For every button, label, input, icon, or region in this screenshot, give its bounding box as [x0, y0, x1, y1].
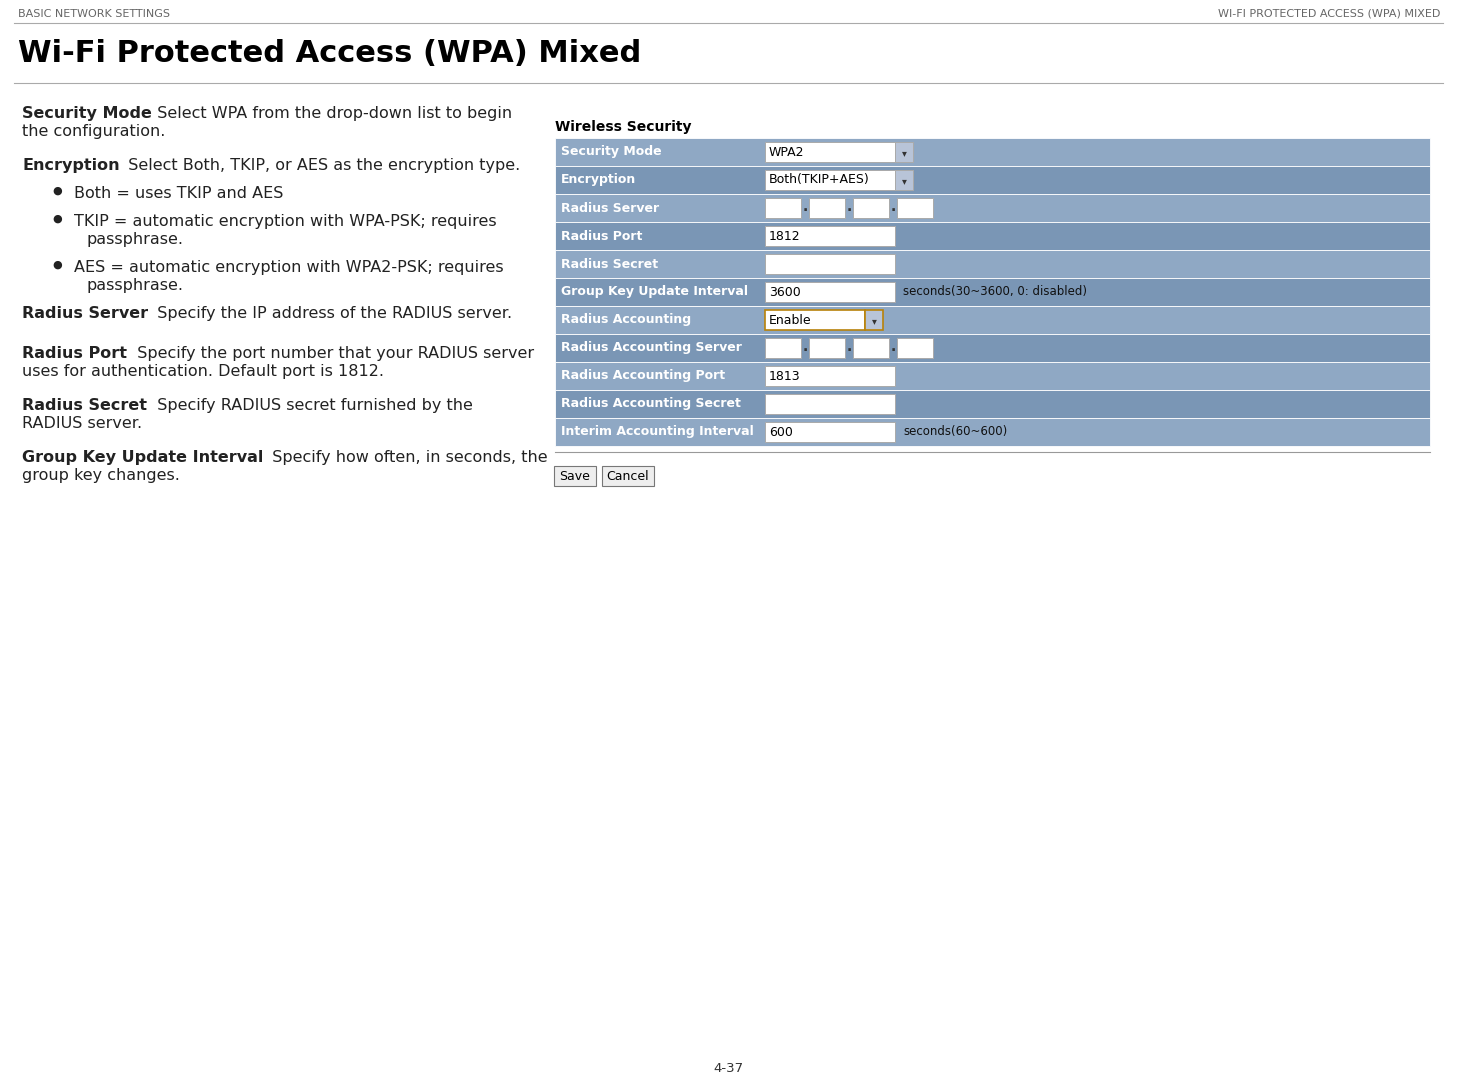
- Bar: [555, 221, 1429, 250]
- Text: Wi-Fi Protected Access (WPA) Mixed: Wi-Fi Protected Access (WPA) Mixed: [17, 39, 641, 68]
- Text: ▾: ▾: [902, 148, 906, 158]
- Text: seconds(60~600): seconds(60~600): [903, 425, 1007, 439]
- Bar: [765, 365, 895, 386]
- Bar: [852, 338, 889, 358]
- Bar: [765, 197, 801, 218]
- Text: Specify RADIUS secret furnished by the: Specify RADIUS secret furnished by the: [147, 398, 472, 413]
- Bar: [555, 250, 1429, 278]
- FancyBboxPatch shape: [602, 466, 654, 485]
- Text: Encryption: Encryption: [561, 173, 637, 187]
- Text: seconds(30~3600, 0: disabled): seconds(30~3600, 0: disabled): [903, 286, 1087, 299]
- Bar: [765, 338, 801, 358]
- Bar: [555, 194, 1429, 221]
- Bar: [865, 310, 883, 329]
- Text: 600: 600: [769, 425, 793, 439]
- Bar: [765, 170, 895, 190]
- Text: Group Key Update Interval: Group Key Update Interval: [22, 449, 264, 465]
- Text: ●: ●: [52, 185, 61, 196]
- Text: Radius Accounting Port: Radius Accounting Port: [561, 370, 726, 383]
- Bar: [765, 310, 865, 329]
- Text: WI-FI PROTECTED ACCESS (WPA) MIXED: WI-FI PROTECTED ACCESS (WPA) MIXED: [1218, 9, 1440, 19]
- FancyBboxPatch shape: [554, 466, 596, 485]
- Bar: [765, 142, 895, 161]
- Text: ▾: ▾: [871, 316, 877, 326]
- Text: Radius Port: Radius Port: [561, 229, 643, 242]
- Text: the configuration.: the configuration.: [22, 124, 166, 139]
- Text: Wireless Security: Wireless Security: [555, 120, 692, 134]
- Text: RADIUS server.: RADIUS server.: [22, 416, 143, 431]
- Bar: [895, 170, 914, 190]
- Text: Interim Accounting Interval: Interim Accounting Interval: [561, 425, 753, 439]
- Text: Radius Port: Radius Port: [22, 346, 127, 361]
- Bar: [765, 226, 895, 245]
- Bar: [898, 197, 932, 218]
- Text: Enable: Enable: [769, 313, 812, 326]
- Text: Radius Secret: Radius Secret: [561, 257, 659, 271]
- Bar: [852, 197, 889, 218]
- Text: Specify how often, in seconds, the: Specify how often, in seconds, the: [262, 449, 548, 465]
- Text: passphrase.: passphrase.: [86, 232, 184, 247]
- Text: .: .: [847, 340, 852, 353]
- Bar: [809, 338, 845, 358]
- Text: uses for authentication. Default port is 1812.: uses for authentication. Default port is…: [22, 364, 385, 379]
- Text: Encryption: Encryption: [22, 158, 119, 173]
- Text: BASIC NETWORK SETTINGS: BASIC NETWORK SETTINGS: [17, 9, 170, 19]
- Text: 3600: 3600: [769, 286, 801, 299]
- Bar: [765, 394, 895, 413]
- Bar: [895, 142, 914, 161]
- Text: .: .: [892, 200, 896, 214]
- Text: ▾: ▾: [902, 176, 906, 185]
- Bar: [765, 281, 895, 302]
- Text: 1813: 1813: [769, 370, 801, 383]
- Bar: [555, 418, 1429, 446]
- Text: Radius Server: Radius Server: [561, 202, 659, 215]
- Text: Specify the port number that your RADIUS server: Specify the port number that your RADIUS…: [127, 346, 535, 361]
- Text: Radius Accounting Server: Radius Accounting Server: [561, 341, 742, 355]
- Text: ●: ●: [52, 260, 61, 269]
- Bar: [555, 362, 1429, 389]
- Text: Group Key Update Interval: Group Key Update Interval: [561, 286, 747, 299]
- Text: .: .: [803, 200, 809, 214]
- Bar: [898, 338, 932, 358]
- Text: TKIP = automatic encryption with WPA-PSK; requires: TKIP = automatic encryption with WPA-PSK…: [74, 214, 497, 229]
- Text: Security Mode: Security Mode: [561, 145, 661, 158]
- Text: Both = uses TKIP and AES: Both = uses TKIP and AES: [74, 185, 283, 201]
- Text: Radius Accounting Secret: Radius Accounting Secret: [561, 397, 740, 410]
- Text: ●: ●: [52, 214, 61, 224]
- Text: .: .: [803, 340, 809, 353]
- Text: Cancel: Cancel: [606, 469, 650, 482]
- Bar: [555, 166, 1429, 194]
- Text: AES = automatic encryption with WPA2-PSK; requires: AES = automatic encryption with WPA2-PSK…: [74, 260, 504, 275]
- Text: group key changes.: group key changes.: [22, 468, 179, 483]
- Bar: [555, 305, 1429, 334]
- Text: Select WPA from the drop-down list to begin: Select WPA from the drop-down list to be…: [147, 106, 511, 121]
- Bar: [555, 334, 1429, 362]
- Text: Both(TKIP+AES): Both(TKIP+AES): [769, 173, 870, 187]
- Text: Select Both, TKIP, or AES as the encryption type.: Select Both, TKIP, or AES as the encrypt…: [118, 158, 520, 173]
- Text: Security Mode: Security Mode: [22, 106, 152, 121]
- Bar: [555, 137, 1429, 166]
- Text: .: .: [847, 200, 852, 214]
- Bar: [765, 422, 895, 442]
- Text: Radius Accounting: Radius Accounting: [561, 313, 691, 326]
- Text: .: .: [892, 340, 896, 353]
- Text: Specify the IP address of the RADIUS server.: Specify the IP address of the RADIUS ser…: [147, 305, 511, 321]
- Bar: [555, 389, 1429, 418]
- Text: 4-37: 4-37: [712, 1062, 743, 1075]
- Text: passphrase.: passphrase.: [86, 278, 184, 293]
- Bar: [809, 197, 845, 218]
- Text: Radius Server: Radius Server: [22, 305, 149, 321]
- Text: Radius Secret: Radius Secret: [22, 398, 147, 413]
- Bar: [765, 254, 895, 274]
- Bar: [555, 278, 1429, 305]
- Text: 1812: 1812: [769, 229, 801, 242]
- Text: WPA2: WPA2: [769, 145, 804, 158]
- Text: Save: Save: [559, 469, 590, 482]
